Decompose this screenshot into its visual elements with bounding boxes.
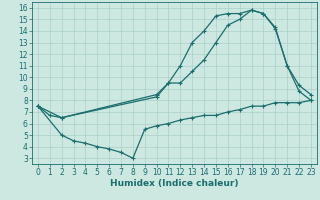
X-axis label: Humidex (Indice chaleur): Humidex (Indice chaleur) [110, 179, 239, 188]
